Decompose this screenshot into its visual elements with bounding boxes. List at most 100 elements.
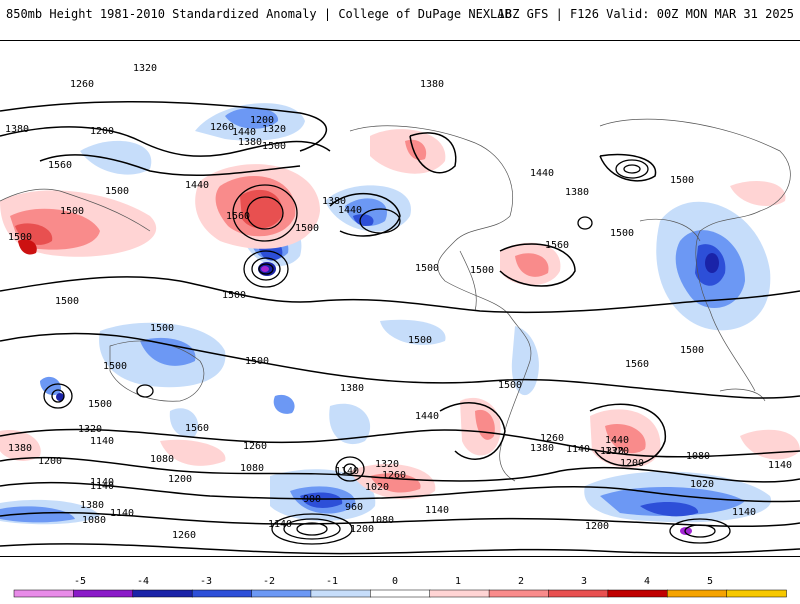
contour-label: 1080 — [82, 515, 106, 526]
contour-label: 1500 — [670, 175, 694, 186]
contour-label: 1080 — [370, 515, 394, 526]
contour-label: 1260 — [70, 79, 94, 90]
contour-label: 1560 — [185, 423, 209, 434]
contour-label: 1380 — [238, 137, 262, 148]
colorbar-swatch — [726, 589, 787, 598]
colorbar-swatch — [429, 589, 490, 598]
colorbar-tick-label: -5 — [74, 576, 86, 587]
contour-label: 1500 — [88, 399, 112, 410]
colorbar-swatch — [370, 589, 431, 598]
colorbar-tick-label: -4 — [137, 576, 149, 587]
contour-label: 1500 — [610, 228, 634, 239]
contour-label: 1260 — [172, 530, 196, 541]
contour-label: 1200 — [90, 126, 114, 137]
contour-label: 900 — [303, 494, 321, 505]
colorbar-tick-label: 4 — [644, 576, 650, 587]
contour-label: 1320 — [375, 459, 399, 470]
contour-label: 1500 — [60, 206, 84, 217]
colorbar-swatch — [191, 589, 253, 598]
colorbar-legend: -5 -4 -3 -2 -1 0 1 2 3 4 5 — [13, 576, 787, 598]
contour-label: 960 — [345, 502, 363, 513]
contour-label: 1500 — [262, 141, 286, 152]
contour-label: 1140 — [425, 505, 449, 516]
contour-label: 1140 — [90, 436, 114, 447]
contour-label: 1200 — [620, 458, 644, 469]
colorbar-tick-label: 2 — [518, 576, 524, 587]
contour-label: 1560 — [625, 359, 649, 370]
contour-label: 1080 — [240, 463, 264, 474]
contour-label: 1500 — [680, 345, 704, 356]
contour-label: 1440 — [338, 205, 362, 216]
contour-label: 1140 — [110, 508, 134, 519]
colorbar-tick-label: -3 — [200, 576, 212, 587]
colorbar-tick-label: 3 — [581, 576, 587, 587]
contour-label: 1140 — [566, 444, 590, 455]
header-bar: 850mb Height 1981-2010 Standardized Anom… — [0, 0, 800, 30]
extreme-positive-shading — [18, 239, 37, 255]
contour-label: 1500 — [415, 263, 439, 274]
map-title: 850mb Height 1981-2010 Standardized Anom… — [6, 7, 512, 21]
colorbar-swatch — [13, 589, 75, 598]
map-panel: 1320 1260 1380 1200 1440 1380 1200 1260 … — [0, 40, 800, 557]
contour-label: 1500 — [222, 290, 246, 301]
contour-label: 1500 — [295, 223, 319, 234]
contour-label: 1320 — [262, 124, 286, 135]
colorbar-swatch — [310, 589, 372, 598]
contour-label: 1320 — [605, 446, 629, 457]
strong-negative-shading — [258, 214, 726, 517]
contour-label: 1440 — [415, 411, 439, 422]
contour-label: 1380 — [8, 443, 32, 454]
contour-label: 1500 — [470, 265, 494, 276]
contour-label: 1500 — [408, 335, 432, 346]
closed-low-contours — [43, 159, 731, 545]
contour-label: 1200 — [585, 521, 609, 532]
contour-label: 1500 — [150, 323, 174, 334]
contour-label: 1020 — [365, 482, 389, 493]
contour-label: 1320 — [133, 63, 157, 74]
contour-label: 1080 — [686, 451, 710, 462]
contour-label: 1260 — [243, 441, 267, 452]
colorbar-swatch — [488, 589, 550, 598]
contour-label: 1380 — [565, 187, 589, 198]
contour-label: 1440 — [530, 168, 554, 179]
colorbar-swatch — [251, 589, 312, 598]
contour-label: 1560 — [545, 240, 569, 251]
contour-label: 1380 — [80, 500, 104, 511]
colorbar-tick-label: -1 — [326, 576, 338, 587]
contour-label: 1260 — [540, 433, 564, 444]
contour-label: 1080 — [150, 454, 174, 465]
contour-label: 1380 — [340, 383, 364, 394]
contour-label: 1140 — [732, 507, 756, 518]
colorbar: -5 -4 -3 -2 -1 0 1 2 3 4 5 — [0, 560, 800, 600]
colorbar-swatch — [132, 589, 193, 598]
contour-label: 1500 — [245, 356, 269, 367]
colorbar-swatches — [13, 589, 787, 598]
colorbar-swatch — [607, 589, 668, 598]
contour-label: 1380 — [5, 124, 29, 135]
colorbar-tick-label: 5 — [707, 576, 713, 587]
contour-label: 1500 — [105, 186, 129, 197]
contour-label: 1380 — [530, 443, 554, 454]
contour-label: 1500 — [55, 296, 79, 307]
contour-label: 1020 — [690, 479, 714, 490]
contour-labels: 1320 1260 1380 1200 1440 1380 1200 1260 … — [5, 63, 792, 541]
colorbar-swatch — [548, 589, 609, 598]
contour-label: 1140 — [90, 481, 114, 492]
colorbar-swatch — [666, 589, 728, 598]
contour-label: 1440 — [605, 435, 629, 446]
model-run-info: 18Z GFS | F126 Valid: 00Z MON MAR 31 202… — [497, 7, 794, 21]
contour-label: 1440 — [185, 180, 209, 191]
contour-label: 1560 — [226, 211, 250, 222]
colorbar-tick-labels: -5 -4 -3 -2 -1 0 1 2 3 4 5 — [74, 576, 713, 587]
contour-label: 1260 — [210, 122, 234, 133]
contour-label: 1380 — [322, 196, 346, 207]
contour-label: 1140 — [90, 477, 114, 488]
contour-label: 1440 — [232, 127, 256, 138]
colorbar-swatch — [73, 589, 134, 598]
contour-label: 1500 — [103, 361, 127, 372]
contour-label: 1140 — [268, 519, 292, 530]
contour-label: 1320 — [78, 424, 102, 435]
contour-label: 1260 — [382, 470, 406, 481]
contour-label: 1200 — [250, 115, 274, 126]
contour-label: 1500 — [498, 380, 522, 391]
